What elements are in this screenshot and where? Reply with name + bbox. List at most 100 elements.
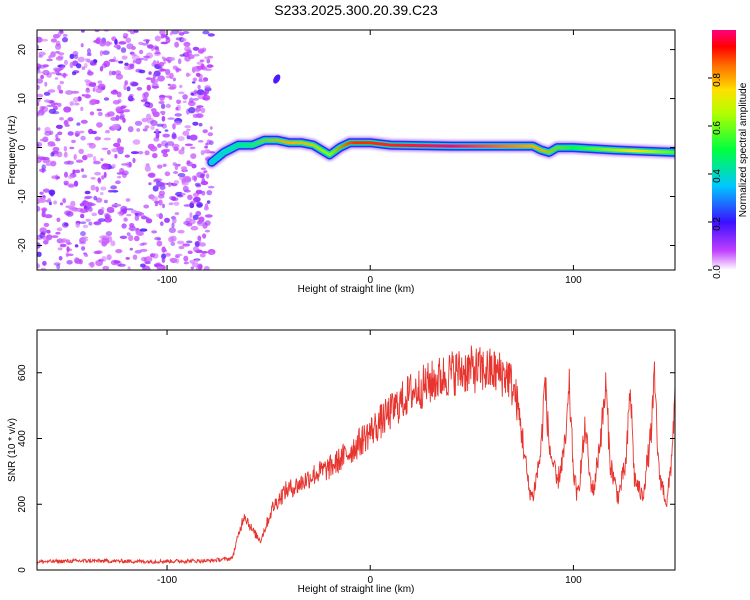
noise-speckle [164, 171, 171, 177]
noise-speckle [172, 77, 176, 82]
colorbar-gradient [712, 30, 736, 270]
noise-speckle [154, 203, 158, 207]
noise-speckle [100, 191, 104, 196]
frequency-ridge [205, 74, 675, 169]
noise-speckle [47, 198, 51, 201]
noise-speckle [65, 251, 70, 258]
x-tick-label: 100 [565, 575, 582, 586]
noise-speckle [130, 151, 139, 155]
noise-speckle [141, 242, 148, 246]
noise-speckle [75, 222, 80, 228]
noise-speckle [101, 238, 110, 245]
noise-speckle [126, 232, 131, 236]
noise-speckle [189, 259, 196, 264]
noise-speckle [178, 32, 185, 36]
noise-speckle [134, 213, 139, 216]
noise-speckle [124, 62, 129, 67]
noise-speckle [55, 56, 64, 61]
noise-speckle [50, 71, 58, 75]
noise-speckle [168, 57, 176, 61]
ridge-core [210, 138, 675, 164]
noise-speckle [80, 231, 86, 237]
noise-speckle [161, 115, 166, 122]
snr-y-label: SNR (10 * v/v) [7, 418, 18, 482]
noise-speckle [168, 202, 174, 206]
noise-speckle [167, 117, 175, 120]
noise-speckle [121, 163, 129, 166]
noise-speckle [129, 247, 133, 251]
noise-speckle [39, 138, 48, 142]
noise-speckle [191, 163, 197, 169]
noise-speckle [150, 108, 157, 113]
noise-speckle [101, 256, 107, 262]
noise-speckle [195, 189, 203, 195]
noise-speckle [118, 115, 125, 120]
noise-speckle [203, 205, 209, 211]
noise-speckle [136, 128, 141, 132]
noise-speckle [130, 209, 138, 214]
noise-speckle [136, 86, 143, 91]
x-tick-label: 0 [367, 575, 373, 586]
noise-speckle [62, 37, 68, 43]
noise-speckle [148, 182, 152, 186]
noise-speckle [144, 125, 150, 129]
noise-speckle [160, 67, 164, 71]
noise-speckle [79, 241, 86, 245]
noise-speckle [43, 222, 50, 227]
noise-speckle [112, 100, 120, 105]
noise-speckle [206, 58, 211, 64]
noise-speckle [41, 208, 47, 213]
noise-speckle [197, 221, 205, 227]
noise-speckle [142, 42, 148, 46]
noise-speckle [102, 50, 110, 55]
y-tick-label: 400 [17, 430, 28, 447]
noise-speckle [37, 158, 41, 164]
noise-speckle [190, 266, 194, 270]
noise-speckle [162, 133, 170, 138]
noise-speckle [45, 163, 52, 166]
noise-speckle [69, 53, 75, 60]
noise-speckle [63, 59, 69, 66]
noise-speckle [123, 65, 130, 71]
noise-speckle [142, 128, 148, 132]
noise-speckle [88, 221, 93, 226]
noise-speckle [90, 184, 96, 191]
snr-panel: -100 0 100 0 200 400 600 Height of straight l… [7, 329, 676, 595]
noise-speckle [168, 227, 176, 234]
noise-speckle [87, 48, 91, 55]
spectrogram-x-ticks: -100 0 100 [157, 30, 582, 286]
noise-speckle [81, 200, 90, 206]
noise-speckle [128, 227, 134, 230]
noise-speckle [157, 143, 162, 148]
noise-speckle [193, 89, 198, 95]
noise-speckle [193, 53, 200, 57]
noise-speckle [125, 257, 130, 260]
noise-speckle [199, 242, 206, 247]
colorbar-label: Normalized spectral amplitude [738, 82, 749, 217]
noise-speckle [196, 105, 204, 108]
noise-speckle [128, 161, 132, 168]
snr-x-ticks: -100 0 100 [157, 330, 582, 586]
noise-speckle [139, 248, 148, 252]
noise-speckle [59, 243, 67, 248]
noise-speckle [63, 146, 68, 152]
noise-speckle [85, 218, 91, 222]
noise-speckle [52, 111, 60, 115]
noise-speckle [84, 190, 91, 195]
noise-speckle [143, 91, 149, 98]
noise-speckle [200, 79, 206, 83]
noise-speckle [184, 46, 191, 52]
noise-speckle [177, 136, 185, 142]
noise-speckle [44, 214, 53, 219]
noise-speckle [53, 200, 57, 205]
noise-speckle [100, 207, 105, 211]
noise-speckle [157, 164, 163, 169]
noise-speckle [126, 86, 131, 92]
snr-series-line [37, 345, 675, 565]
noise-speckle [95, 38, 101, 45]
noise-speckle [117, 138, 122, 144]
noise-speckle [63, 120, 69, 126]
noise-speckle [193, 175, 197, 182]
noise-speckle [81, 30, 85, 33]
noise-speckle [200, 180, 209, 186]
